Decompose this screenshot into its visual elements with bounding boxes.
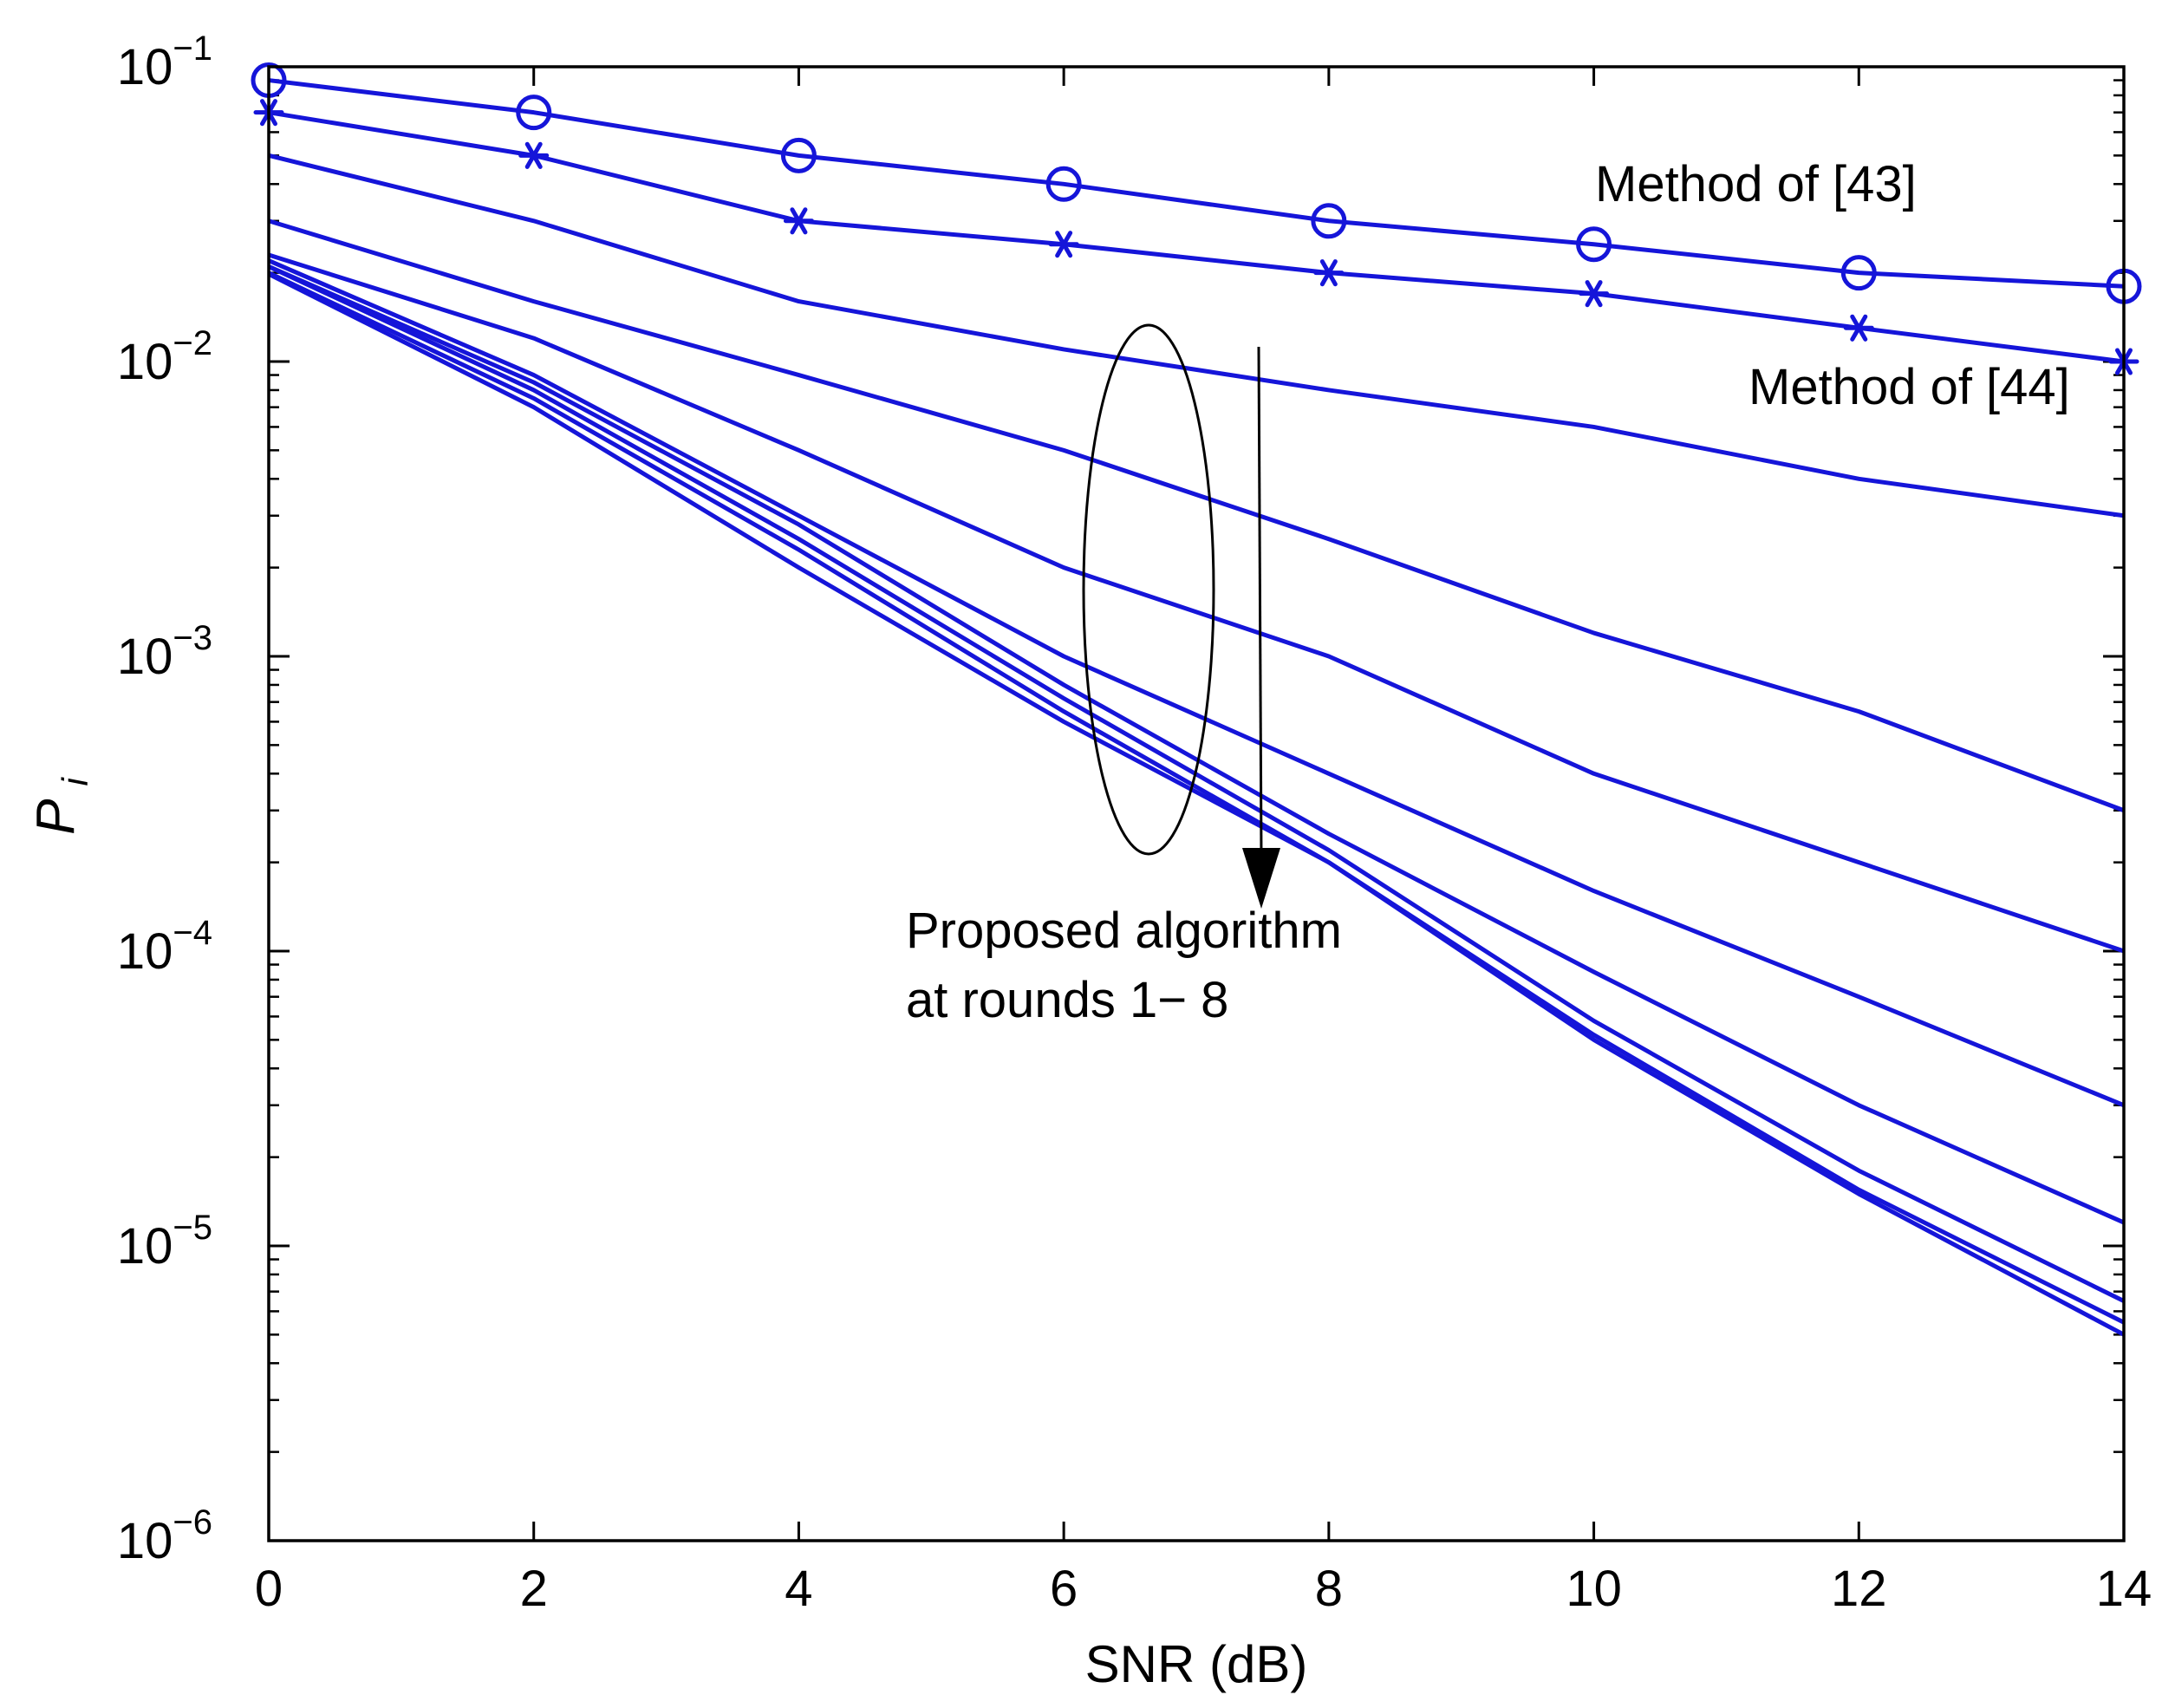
x-axis-label: SNR (dB)	[1085, 1635, 1308, 1693]
y-tick-label-base: 10	[117, 629, 173, 685]
series-line-round-2	[268, 218, 2125, 813]
star-stroke	[524, 141, 543, 169]
x-tick-label: 6	[1050, 1561, 1078, 1617]
data-point-star	[1048, 231, 1079, 258]
series-line-round-1	[268, 153, 2125, 518]
data-point-star	[1579, 280, 1610, 308]
y-tick-label-exponent: −6	[173, 1503, 212, 1542]
data-point-circle	[1311, 203, 1347, 239]
star-stroke	[1055, 231, 1073, 258]
y-tick-label: 10−6	[117, 1503, 212, 1569]
y-axis-label-subscript: i	[55, 777, 95, 786]
y-tick-label-base: 10	[117, 923, 173, 980]
series-line-round-8	[267, 271, 2126, 1337]
y-tick-label-base: 10	[117, 39, 173, 95]
y-axis-label-main: P	[26, 799, 86, 835]
y-tick-label: 10−3	[117, 619, 212, 685]
y-tick-label: 10−5	[117, 1209, 212, 1274]
star-stroke	[1319, 259, 1338, 287]
annotation-method-43: Method of [43]	[1595, 156, 1917, 212]
rounds-arrow-head	[1242, 848, 1280, 909]
x-tick-label: 0	[255, 1561, 283, 1617]
y-tick-label: 10−1	[117, 29, 212, 95]
y-tick-label-exponent: −5	[173, 1209, 212, 1247]
rounds-arrow-shaft	[1257, 346, 1263, 859]
rounds-ellipse	[1082, 323, 1215, 856]
annotation-proposed-line2: at rounds 1− 8	[906, 972, 1228, 1028]
y-tick-label-base: 10	[117, 334, 173, 390]
x-tick-label: 8	[1315, 1561, 1343, 1617]
data-point-circle	[516, 95, 552, 131]
x-tick-label: 14	[2096, 1561, 2152, 1617]
data-point-circle	[1045, 166, 1082, 202]
data-point-circle	[1576, 226, 1612, 263]
y-tick-label-exponent: −1	[173, 29, 212, 68]
axis-ticks	[267, 65, 2126, 1542]
annotation-method-44: Method of [44]	[1748, 359, 2070, 415]
star-stroke	[1585, 280, 1603, 308]
series-line-round-4	[268, 258, 2125, 1108]
x-tick-label: 4	[785, 1561, 812, 1617]
series-line-round-5	[267, 264, 2126, 1225]
series-line-method-of-43	[268, 78, 2125, 289]
y-axis-label: P i	[26, 777, 95, 835]
svg-text:P i: P i	[26, 777, 95, 835]
x-tick-label: 12	[1831, 1561, 1887, 1617]
y-tick-label-exponent: −3	[173, 619, 212, 657]
series-line-method-of-44	[268, 110, 2125, 364]
star-stroke	[1850, 314, 1868, 342]
series-line-round-3	[268, 252, 2125, 954]
data-point-star	[783, 207, 814, 235]
data-point-star	[1313, 259, 1345, 287]
data-point-star	[518, 141, 550, 169]
annotation-proposed-line1: Proposed algorithm	[906, 903, 1342, 959]
plot-frame	[267, 65, 2126, 1542]
y-tick-label-base: 10	[117, 1513, 173, 1569]
series-line-round-7	[267, 271, 2126, 1325]
x-tick-label: 2	[520, 1561, 548, 1617]
data-point-star	[1843, 314, 1874, 342]
y-tick-label-exponent: −4	[173, 914, 212, 952]
y-tick-label: 10−4	[117, 914, 212, 980]
y-tick-label-exponent: −2	[173, 324, 212, 362]
y-tick-label: 10−2	[117, 324, 212, 390]
star-stroke	[790, 207, 808, 235]
data-point-circle	[780, 137, 817, 173]
x-tick-label: 10	[1566, 1561, 1622, 1617]
data-point-circle	[1840, 255, 1877, 291]
y-tick-label-base: 10	[117, 1218, 173, 1274]
